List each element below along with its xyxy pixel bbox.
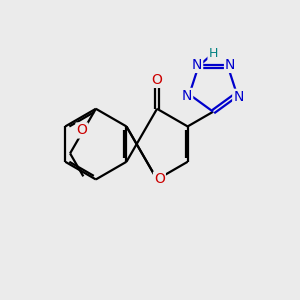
Text: O: O [76, 124, 87, 137]
Text: N: N [233, 90, 244, 104]
Text: H: H [208, 47, 218, 60]
Text: O: O [154, 172, 165, 186]
Text: N: N [225, 58, 236, 72]
Text: O: O [152, 73, 163, 87]
Text: N: N [192, 58, 202, 72]
Text: N: N [182, 89, 192, 103]
